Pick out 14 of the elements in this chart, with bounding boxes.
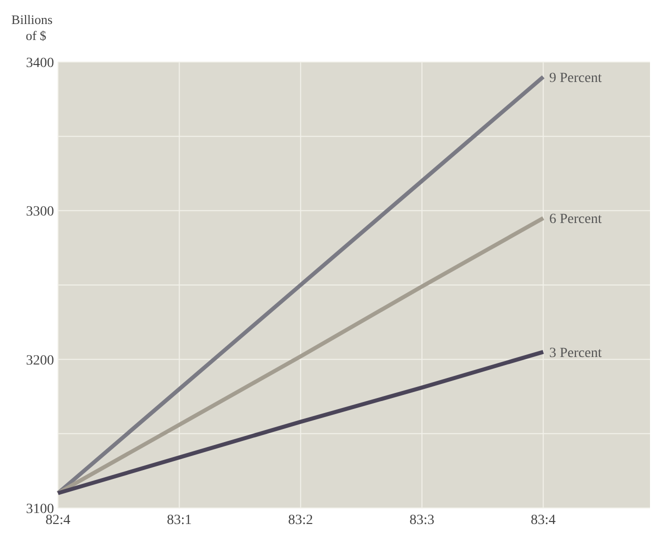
y-axis-title: Billions of $: [11, 12, 53, 43]
series-label: 3 Percent: [549, 346, 602, 361]
line-series: [56, 350, 546, 496]
x-tick-label: 83:1: [166, 513, 192, 528]
series-label: 9 Percent: [549, 70, 602, 86]
x-tick-label: 82:4: [46, 513, 70, 528]
y-tick-label: 3400: [26, 56, 54, 71]
x-tick-label: 83:2: [288, 513, 314, 528]
y-tick-label: 3300: [26, 204, 54, 220]
x-tick-label: 83:4: [530, 513, 556, 528]
line-series: [56, 74, 546, 496]
y-tick-label: 3200: [26, 353, 54, 368]
series-label: 6 Percent: [549, 212, 602, 228]
x-tick-label: 83:3: [409, 513, 434, 528]
